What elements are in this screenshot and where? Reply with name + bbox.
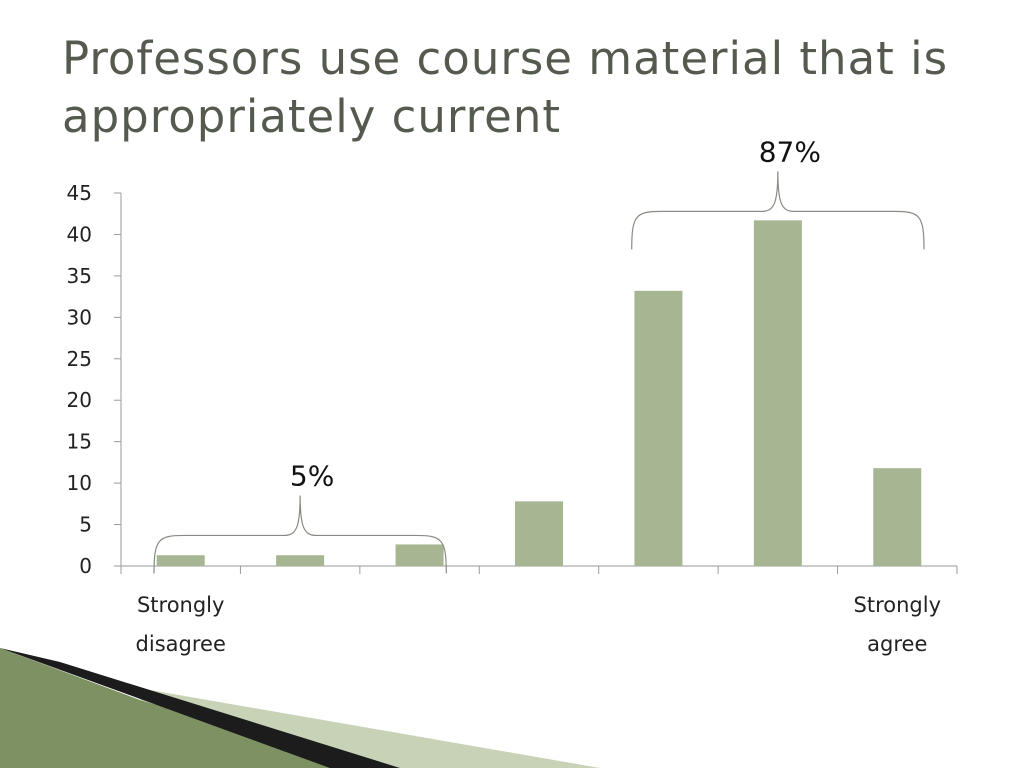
bar-series: [156, 220, 922, 566]
category-labels: Strongly disagree Strongly agree: [136, 593, 941, 656]
bracket-brace: [153, 495, 447, 574]
bar: [873, 468, 922, 566]
x-category-label: Strongly: [137, 593, 225, 617]
y-tick-label: 15: [67, 430, 92, 454]
bar: [753, 220, 802, 566]
bar: [156, 555, 205, 566]
bar: [515, 501, 563, 566]
swoosh-green-shape: [0, 648, 380, 768]
y-tick-label: 30: [67, 305, 92, 329]
y-tick-label: 35: [67, 264, 92, 288]
swoosh-dark-shape: [0, 648, 400, 768]
x-category-label: Strongly: [854, 593, 942, 617]
bar: [395, 544, 444, 566]
y-tick-label: 5: [79, 513, 92, 537]
y-tick-label: 40: [67, 222, 92, 246]
y-tick-label: 45: [67, 181, 92, 205]
y-tick-label: 20: [67, 388, 92, 412]
x-category-label: disagree: [136, 632, 226, 656]
bracket-annotations: 5% 87%: [153, 135, 925, 574]
decorative-swoosh: [0, 648, 600, 768]
y-tick-label: 0: [79, 554, 92, 578]
x-category-label: agree: [867, 632, 927, 656]
y-tick-label: 25: [67, 347, 92, 371]
swoosh-light-shape: [140, 690, 600, 768]
bar: [634, 290, 683, 566]
bracket-percentage-label: 87%: [759, 135, 821, 168]
slide-title: Professors use course material that is a…: [62, 32, 949, 143]
bar: [276, 555, 325, 566]
x-axis: [120, 565, 958, 574]
bracket-percentage-label: 5%: [290, 459, 334, 492]
y-axis: 0 5 10 15 20 25 30 35 40 45: [67, 181, 122, 578]
y-tick-label: 10: [67, 471, 92, 495]
